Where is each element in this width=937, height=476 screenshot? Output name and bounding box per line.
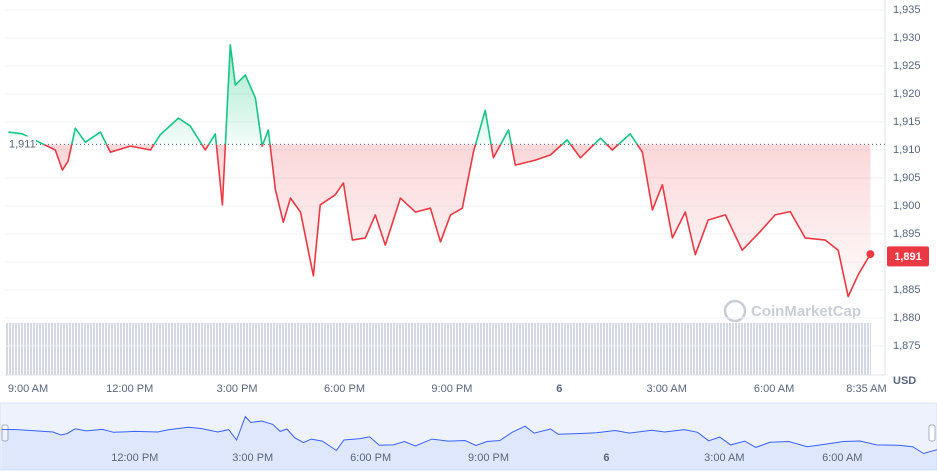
- navigator-area: [1, 416, 937, 470]
- y-tick-label: 1,900: [893, 200, 921, 212]
- price-tag: [887, 246, 929, 267]
- price-area: [8, 44, 871, 297]
- y-tick-label: 1,915: [893, 116, 921, 128]
- y-tick-label: 1,895: [893, 228, 921, 240]
- last-point: [866, 250, 875, 259]
- watermark: CoinMarketCap: [723, 299, 861, 323]
- x-tick-label: 6:00 AM: [754, 383, 794, 395]
- x-tick-label: 12:00 PM: [106, 383, 153, 395]
- y-tick-label: 1,885: [893, 284, 921, 296]
- watermark-text: CoinMarketCap: [751, 303, 861, 320]
- y-tick-label: 1,925: [893, 60, 921, 72]
- y-tick-label: 1,935: [893, 4, 921, 16]
- x-tick-label: 9:00 PM: [431, 383, 472, 395]
- navigator-tick-label: 3:00 PM: [232, 452, 273, 464]
- x-tick-label: 9:00 AM: [8, 383, 48, 395]
- volume-bars: [5, 323, 871, 375]
- baseline-label-bg: [6, 136, 36, 153]
- y-tick-label: 1,930: [893, 32, 921, 44]
- price-line: [8, 44, 872, 298]
- navigator-tick-label: 6:00 PM: [350, 452, 391, 464]
- price-tag-label: 1,891: [894, 251, 922, 263]
- y-tick-label: 1,920: [893, 88, 921, 100]
- unit-label: USD: [893, 375, 916, 387]
- navigator-tick-label: 6:00 AM: [822, 452, 862, 464]
- navigator-series: [1, 415, 937, 470]
- x-tick-label: 6: [556, 383, 562, 395]
- x-tick-label: 3:00 AM: [647, 383, 687, 395]
- navigator[interactable]: [0, 402, 937, 471]
- navigator-tick-label: 3:00 AM: [704, 452, 744, 464]
- navigator-tick-label: 12:00 PM: [111, 452, 158, 464]
- x-tick-label: 3:00 PM: [217, 383, 258, 395]
- navigator-line: [1, 415, 937, 455]
- y-tick-label: 1,910: [893, 144, 921, 156]
- navigator-handle[interactable]: [928, 424, 936, 442]
- y-tick-label: 1,905: [893, 172, 921, 184]
- baseline-label: 1,911: [9, 138, 36, 150]
- y-tick-label: 1,875: [893, 340, 921, 352]
- x-tick-label: 8:35 AM: [846, 383, 886, 395]
- navigator-tick-label: 9:00 PM: [468, 452, 509, 464]
- navigator-tick-label: 6: [603, 452, 609, 464]
- y-tick-label: 1,880: [893, 312, 921, 324]
- x-tick-label: 6:00 PM: [324, 383, 365, 395]
